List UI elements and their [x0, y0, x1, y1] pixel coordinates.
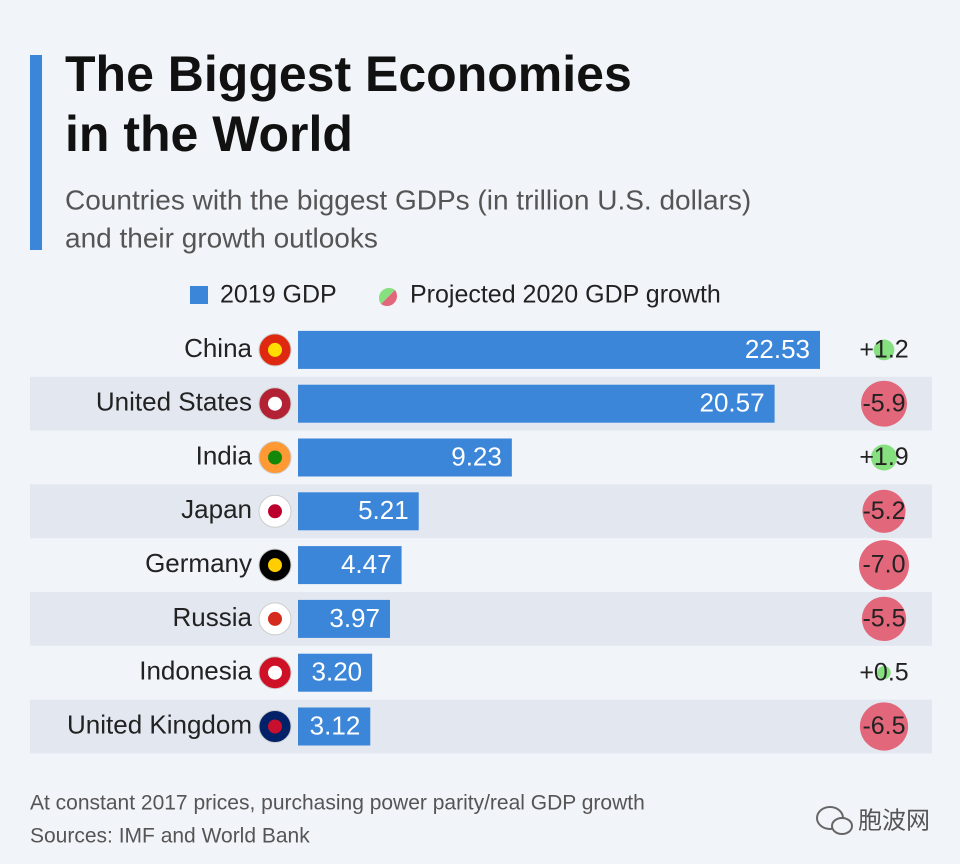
- category-label: Germany: [145, 548, 252, 578]
- row-band: [30, 699, 932, 754]
- growth-label: -5.2: [862, 497, 905, 525]
- value-label: 3.97: [329, 603, 380, 633]
- flag-detail: [268, 719, 282, 734]
- value-label: 5.21: [358, 495, 409, 525]
- growth-bubble: [873, 339, 895, 361]
- watermark-icon: [816, 806, 853, 835]
- value-label: 20.57: [700, 388, 765, 418]
- growth-label: -5.5: [862, 605, 905, 633]
- bar: [298, 384, 775, 423]
- flag-detail: [268, 396, 282, 411]
- bar: [298, 653, 373, 692]
- legend-swatch: [379, 288, 395, 304]
- growth-label: -7.0: [862, 551, 905, 579]
- growth-label: -5.9: [862, 389, 905, 417]
- growth-label: -6.5: [862, 712, 905, 740]
- legend-swatch: [381, 290, 397, 306]
- bar: [298, 438, 512, 477]
- growth-bubble: [861, 596, 907, 642]
- subtitle: and their growth outlooks: [65, 222, 378, 253]
- bar: [298, 707, 371, 746]
- growth-label: +0.5: [859, 658, 908, 686]
- bar: [298, 546, 402, 585]
- row-band: [30, 484, 932, 539]
- bar: [298, 492, 419, 531]
- value-label: 22.53: [745, 334, 810, 364]
- growth-bubble: [877, 666, 891, 680]
- legend-label: 2019 GDP: [220, 281, 337, 309]
- category-label: India: [196, 440, 253, 470]
- growth-bubble: [859, 702, 909, 751]
- chart-title: The Biggest Economies: [65, 46, 632, 102]
- chart-title: in the World: [65, 106, 353, 162]
- flag-detail: [268, 342, 282, 357]
- bar: [298, 330, 820, 369]
- growth-bubble: [870, 444, 898, 471]
- category-label: China: [184, 333, 252, 363]
- category-label: Indonesia: [139, 656, 252, 686]
- flag-detail: [268, 611, 282, 626]
- subtitle: Countries with the biggest GDPs (in tril…: [65, 184, 751, 215]
- value-label: 9.23: [451, 441, 502, 471]
- footnote: At constant 2017 prices, purchasing powe…: [30, 792, 645, 815]
- value-label: 4.47: [341, 549, 392, 579]
- growth-label: +1.9: [859, 443, 908, 471]
- footnote: Sources: IMF and World Bank: [30, 825, 310, 848]
- accent-bar: [30, 55, 42, 250]
- category-label: Russia: [173, 602, 253, 632]
- legend-label: Projected 2020 GDP growth: [410, 281, 721, 309]
- growth-bubble: [862, 489, 906, 533]
- legend-swatch: [190, 286, 208, 304]
- category-label: United States: [96, 387, 252, 417]
- value-label: 3.20: [312, 657, 363, 687]
- growth-bubble: [859, 540, 909, 591]
- flag-detail: [268, 504, 282, 519]
- watermark: 胞波网: [858, 807, 930, 834]
- growth-label: +1.2: [859, 336, 908, 364]
- flag-detail: [268, 665, 282, 680]
- category-label: United Kingdom: [67, 709, 252, 739]
- flag-detail: [268, 558, 282, 573]
- growth-bubble: [861, 380, 907, 427]
- row-band: [30, 592, 932, 646]
- value-label: 3.12: [310, 710, 361, 740]
- flag-detail: [268, 450, 282, 465]
- category-label: Japan: [181, 494, 252, 524]
- bar: [298, 599, 390, 638]
